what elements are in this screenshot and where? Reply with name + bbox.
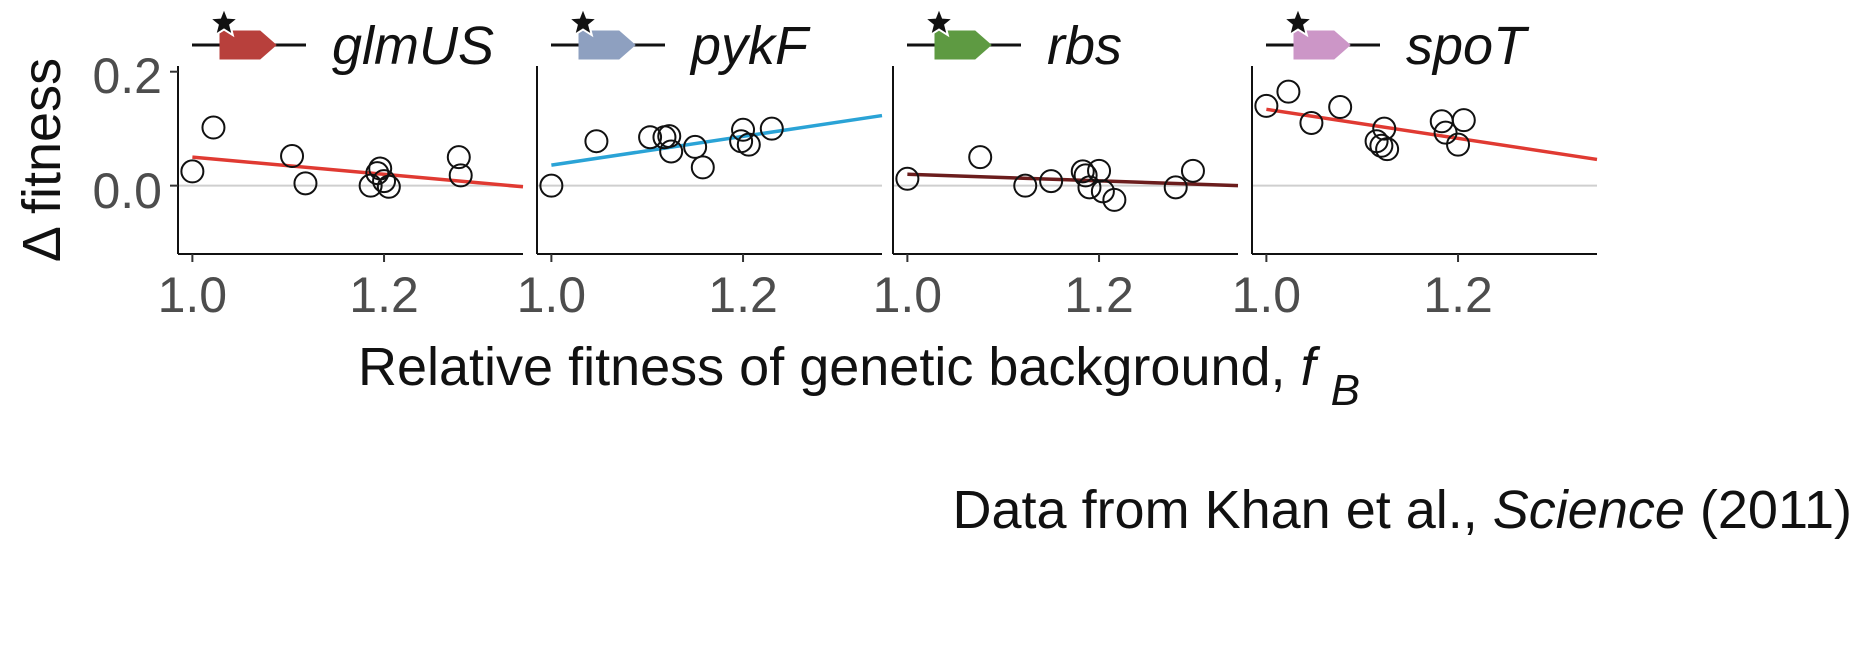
x-tick-label: 1.2 — [1064, 267, 1134, 323]
data-point — [1070, 159, 1095, 184]
data-point — [1375, 137, 1400, 162]
data-point — [731, 117, 756, 142]
data-point — [1073, 163, 1098, 188]
gene-arrow-icon — [219, 30, 277, 60]
data-point — [1039, 169, 1064, 194]
data-point — [1369, 133, 1394, 158]
gene-label: glmUS — [332, 16, 494, 76]
y-tick-label: 0.2 — [92, 48, 162, 104]
data-point — [1299, 110, 1324, 135]
data-point — [1163, 175, 1188, 200]
data-point — [657, 124, 682, 149]
data-point — [1451, 108, 1476, 133]
data-point — [1013, 173, 1038, 198]
x-axis-title: Relative fitness of genetic background, … — [358, 337, 1360, 415]
data-point — [895, 166, 920, 191]
data-point — [1328, 95, 1353, 120]
mutation-star-icon — [922, 5, 956, 38]
fit-line — [551, 113, 883, 167]
data-point — [180, 159, 205, 184]
data-point — [1372, 116, 1397, 141]
gene-label: spoT — [1406, 16, 1530, 76]
fit-line — [907, 172, 1239, 188]
x-tick-label: 1.0 — [158, 267, 228, 323]
credit-journal: Science — [1493, 480, 1685, 540]
gene-arrow-icon — [1293, 30, 1351, 60]
x-tick-label: 1.2 — [349, 267, 419, 323]
data-point — [1276, 79, 1301, 104]
mutation-star-icon — [566, 5, 600, 38]
y-axis-title: Δ fitness — [12, 58, 72, 262]
data-point — [638, 125, 663, 150]
x-tick-label: 1.0 — [873, 267, 943, 323]
data-point — [968, 145, 993, 170]
panels: 1.0 1.2 glmUS 1.0 1.2 pykF 1.0 1.2 rbs 1.0 1.2 spoT — [158, 5, 1598, 323]
data-point — [1087, 158, 1112, 183]
credit-prefix: Data from Khan et al., — [953, 480, 1493, 540]
panel-spoT: 1.0 1.2 spoT — [1232, 5, 1598, 323]
data-source-credit: Data from Khan et al., Science (2011) — [953, 480, 1853, 540]
x-axis-title-symbol: f — [1301, 337, 1321, 397]
fit-line — [192, 155, 524, 189]
data-point — [1102, 187, 1127, 212]
data-point — [1433, 120, 1458, 145]
data-point — [539, 173, 564, 198]
gene-label: rbs — [1047, 16, 1122, 76]
data-point — [376, 174, 401, 199]
x-tick-label: 1.0 — [1232, 267, 1302, 323]
data-point — [293, 171, 318, 196]
mutation-star-icon — [207, 5, 241, 38]
credit-suffix: (2011) — [1700, 480, 1852, 540]
x-tick-label: 1.2 — [708, 267, 778, 323]
data-point — [736, 132, 761, 157]
data-point — [448, 163, 473, 188]
x-axis-title-text: Relative fitness of genetic background, — [358, 337, 1301, 397]
data-point — [690, 155, 715, 180]
data-point — [201, 115, 226, 140]
mutation-star-icon — [1281, 5, 1315, 38]
data-point — [659, 139, 684, 164]
gene-arrow-icon — [578, 30, 636, 60]
x-tick-label: 1.2 — [1423, 267, 1493, 323]
gene-label: pykF — [689, 16, 811, 76]
data-point — [280, 144, 305, 169]
data-point — [446, 145, 471, 170]
panel-pykF: 1.0 1.2 pykF — [517, 5, 883, 323]
data-point — [1254, 93, 1279, 118]
gene-arrow-icon — [934, 30, 992, 60]
data-point — [759, 116, 784, 141]
data-point — [683, 134, 708, 159]
data-point — [1180, 158, 1205, 183]
panel-glmUS: 1.0 1.2 glmUS — [158, 5, 524, 323]
data-point — [1446, 132, 1471, 157]
data-point — [1429, 109, 1454, 134]
x-axis-title-subscript: B — [1331, 366, 1360, 415]
x-tick-label: 1.0 — [517, 267, 587, 323]
y-tick-label: 0.0 — [92, 163, 162, 219]
panel-rbs: 1.0 1.2 rbs — [873, 5, 1239, 323]
data-point — [372, 169, 397, 194]
data-point — [584, 129, 609, 154]
